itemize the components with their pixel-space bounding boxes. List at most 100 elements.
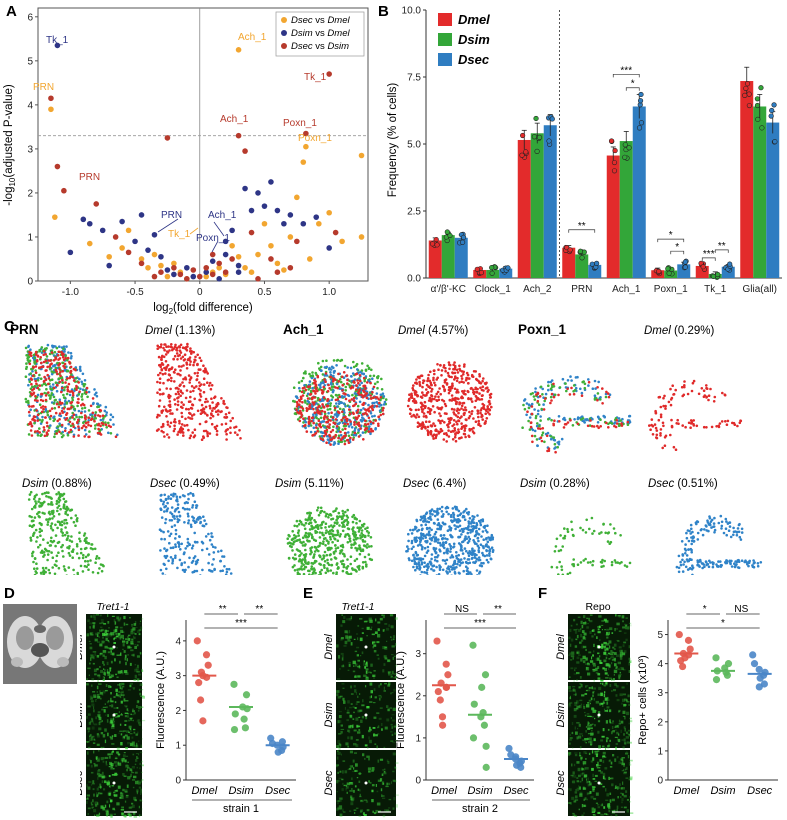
umap-cell	[426, 377, 430, 380]
umap-cell	[488, 402, 492, 405]
umap-cell	[84, 555, 88, 559]
umap-cell	[669, 387, 672, 391]
umap-cell	[485, 543, 488, 546]
umap-cell	[94, 411, 98, 414]
umap-cell	[534, 390, 537, 394]
umap-cell	[334, 533, 338, 537]
umap-cell	[58, 412, 62, 415]
umap-cell	[44, 378, 48, 381]
umap-cell	[323, 429, 327, 433]
umap-cell	[351, 393, 354, 397]
umap-cell	[49, 363, 52, 366]
umap-cell	[58, 492, 61, 496]
umap-cell	[41, 511, 44, 515]
umap-cell	[412, 565, 415, 569]
umap-cell	[212, 551, 216, 554]
umap-cell	[204, 420, 207, 424]
umap-cell	[209, 406, 212, 410]
umap-cell	[343, 525, 346, 528]
umap-cell	[320, 409, 324, 413]
umap-cell	[337, 440, 340, 443]
umap-cell	[36, 386, 40, 390]
umap-cell	[81, 393, 84, 396]
umap-cell	[468, 414, 472, 418]
umap-cell	[313, 559, 317, 563]
umap-cell	[481, 379, 484, 383]
umap-cell	[452, 367, 455, 371]
umap-cell	[369, 427, 373, 431]
umap-cell	[613, 424, 616, 428]
data-point	[67, 249, 74, 256]
umap-cell	[428, 420, 431, 423]
umap-cell	[38, 543, 42, 547]
umap-cell	[98, 567, 101, 570]
umap-cell	[178, 422, 181, 425]
umap-cell	[205, 413, 209, 417]
umap-cell	[32, 366, 35, 369]
umap-cell	[48, 510, 51, 514]
umap-cell	[165, 509, 169, 513]
umap-cell	[341, 559, 345, 563]
umap-cell	[410, 415, 413, 418]
umap-cell	[33, 573, 37, 575]
umap-cell	[332, 435, 335, 439]
umap-cell	[163, 343, 166, 346]
umap-cell	[443, 388, 446, 391]
umap-cell	[48, 379, 52, 382]
umap-cell	[180, 415, 184, 418]
umap-cell	[204, 368, 207, 371]
umap-cell	[201, 568, 204, 572]
umap-cell	[470, 400, 474, 403]
umap-cell	[441, 537, 444, 540]
umap-cell	[455, 431, 459, 434]
umap-cell	[361, 395, 365, 399]
umap-cell	[326, 567, 329, 570]
umap-cell	[197, 387, 201, 391]
bar	[562, 247, 576, 278]
umap-cell	[210, 384, 214, 387]
umap-cell	[76, 571, 79, 575]
umap-cell	[448, 528, 452, 531]
umap-cell	[325, 359, 328, 362]
umap-cell	[239, 437, 242, 440]
umap-cell	[63, 388, 66, 392]
umap-cell	[69, 365, 73, 369]
umap-cell	[354, 533, 357, 537]
data-point	[316, 220, 322, 227]
umap-cell	[426, 425, 430, 429]
umap-cell	[216, 413, 220, 416]
umap-cell	[62, 506, 65, 510]
umap-cell	[93, 547, 97, 551]
umap-cell	[34, 350, 38, 354]
umap-cell	[335, 415, 339, 418]
umap-cell	[48, 426, 51, 429]
umap-cell	[355, 388, 358, 391]
umap-cell	[223, 402, 226, 406]
umap-cell	[202, 377, 206, 380]
umap-cell	[199, 359, 203, 362]
umap-label-dsec: Dsec (0.51%)	[648, 478, 718, 490]
umap-cell	[533, 434, 537, 438]
umap-cell	[432, 510, 436, 513]
umap-cell	[547, 380, 550, 384]
umap-cell	[467, 554, 471, 558]
umap-cell	[175, 346, 178, 350]
data-point	[229, 227, 235, 234]
umap-cell	[464, 378, 468, 382]
umap-cell	[339, 433, 343, 437]
umap-cell	[458, 408, 461, 412]
umap-cell	[193, 372, 197, 375]
umap-cell	[473, 552, 477, 556]
umap-cell	[458, 364, 461, 368]
umap-cell	[655, 429, 659, 432]
umap-cell	[358, 528, 361, 531]
umap-cell	[45, 421, 49, 424]
umap-cell	[458, 416, 462, 420]
umap-cell	[410, 392, 413, 396]
umap-cell	[319, 572, 322, 575]
umap-cell	[157, 404, 161, 408]
umap-cell	[189, 417, 192, 420]
umap-cell	[343, 395, 346, 398]
umap-cell	[318, 398, 322, 401]
